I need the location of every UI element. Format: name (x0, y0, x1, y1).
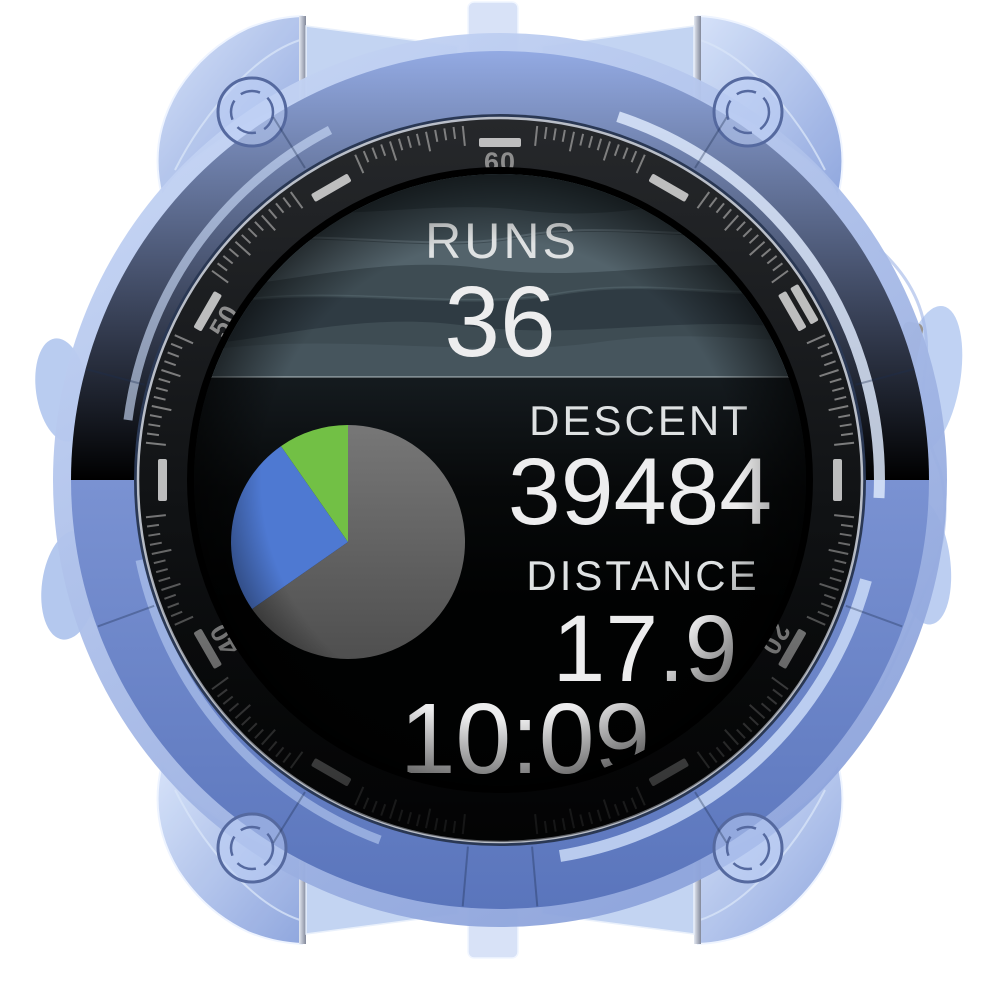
ring-segment-lines (86, 116, 914, 907)
ring-segment-line (461, 846, 469, 907)
ring-segment-line (97, 604, 155, 628)
screw (712, 76, 784, 148)
strap-pin (694, 16, 701, 102)
ring-highlight (616, 111, 885, 499)
ring-highlight (559, 578, 872, 862)
screw (216, 76, 288, 148)
case-screws (216, 76, 784, 884)
strap-pin (299, 16, 306, 102)
ring-highlight (123, 126, 333, 421)
screw (216, 812, 288, 884)
ring-segment-line (531, 846, 539, 907)
ring-highlight (135, 559, 382, 845)
ring-segment-line (855, 368, 914, 386)
ring-segment-line (694, 116, 728, 169)
ring-segment-line (272, 791, 306, 844)
strap-pin (299, 858, 306, 944)
ring-segment-line (694, 791, 728, 844)
strap-pin (694, 858, 701, 944)
ring-segment-line (272, 116, 306, 169)
screen-vignette (194, 174, 806, 786)
screw (712, 812, 784, 884)
ring-segment-line (845, 604, 903, 628)
ring-segment-line (86, 368, 145, 386)
